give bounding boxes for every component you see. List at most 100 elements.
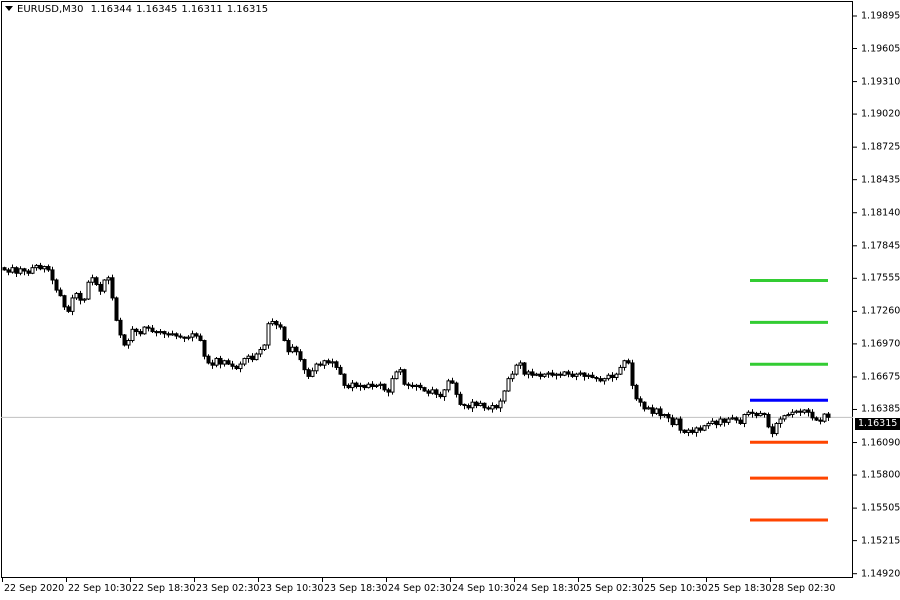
price-label: 1.17845 — [861, 240, 900, 252]
candle-body — [398, 369, 403, 373]
candle-body — [354, 382, 359, 387]
candle-body — [610, 374, 615, 379]
candle-body — [538, 373, 543, 377]
candle-body — [682, 429, 687, 433]
candle-body — [410, 384, 415, 387]
candle-body — [426, 390, 431, 394]
time-label: 25 Sep 10:30 — [644, 583, 708, 594]
time-label: 24 Sep 10:30 — [452, 583, 516, 594]
candle-body — [514, 364, 519, 375]
candle-body — [686, 429, 691, 433]
candle-body — [162, 331, 167, 335]
candle-body — [262, 344, 267, 350]
candle-body — [126, 340, 131, 346]
candle-body — [782, 415, 787, 420]
time-label: 28 Sep 02:30 — [772, 583, 836, 594]
candle-body — [330, 361, 335, 364]
candle-body — [622, 360, 627, 368]
candle-body — [778, 418, 783, 424]
price-label: 1.15505 — [861, 502, 900, 514]
candle-body — [250, 355, 255, 361]
candle-body — [618, 366, 623, 375]
candle-body — [106, 277, 111, 281]
candle-body — [690, 429, 695, 433]
candle-body — [170, 333, 175, 336]
candle-body — [154, 331, 159, 334]
candle-body — [342, 373, 347, 386]
candle-body — [626, 360, 631, 364]
candle-body — [166, 333, 171, 336]
price-label: 1.14920 — [861, 568, 900, 580]
candle-body — [286, 340, 291, 353]
candle-body — [130, 328, 135, 342]
candle-body — [310, 370, 315, 377]
candle-body — [370, 383, 375, 387]
candle-body — [386, 389, 391, 393]
candle-body — [434, 389, 439, 395]
candle-body — [246, 355, 251, 359]
candle-body — [558, 373, 563, 376]
candle-body — [738, 419, 743, 424]
candle-body — [418, 384, 423, 389]
price-label: 1.18725 — [861, 141, 900, 153]
candle-body — [698, 427, 703, 431]
price-label: 1.15800 — [861, 469, 900, 481]
candle-body — [198, 335, 203, 342]
candle-body — [706, 422, 711, 427]
candle-body — [794, 410, 799, 413]
candle-body — [798, 410, 803, 413]
candle-body — [670, 417, 675, 426]
candle-body — [46, 266, 51, 271]
candle-body — [378, 383, 383, 386]
candle-body — [598, 378, 603, 382]
candle-body — [742, 414, 747, 424]
candle-body — [226, 360, 231, 365]
candle-body — [666, 414, 671, 419]
candle-body — [486, 407, 491, 410]
candle-body — [530, 371, 535, 376]
candle-body — [90, 277, 95, 283]
time-label: 23 Sep 18:30 — [324, 583, 388, 594]
candle-body — [178, 335, 183, 338]
candle-body — [754, 412, 759, 417]
candle-body — [290, 346, 295, 353]
candle-body — [722, 418, 727, 423]
ohlc-low: 1.16311 — [181, 4, 223, 15]
candle-body — [146, 326, 151, 329]
candle-body — [498, 400, 503, 409]
price-label: 1.19020 — [861, 108, 900, 120]
time-label: 25 Sep 18:30 — [708, 583, 772, 594]
candle-body — [438, 393, 443, 398]
candle-body — [750, 411, 755, 414]
candle-body — [654, 408, 659, 414]
time-label: 22 Sep 2020 — [4, 583, 65, 594]
candle-body — [718, 418, 723, 426]
candle-body — [726, 418, 731, 423]
candle-body — [506, 378, 511, 392]
candle-body — [282, 326, 287, 342]
candle-body — [322, 360, 327, 366]
candle-body — [50, 269, 55, 281]
time-label: 23 Sep 10:30 — [260, 583, 324, 594]
candle-body — [218, 357, 223, 365]
chart-area[interactable] — [1, 1, 853, 578]
candle-body — [230, 363, 235, 367]
candle-body — [34, 264, 39, 269]
candle-body — [462, 403, 467, 407]
candle-body — [474, 401, 479, 407]
candle-body — [406, 383, 411, 386]
candle-body — [554, 373, 559, 376]
candle-body — [278, 324, 283, 328]
dropdown-triangle-icon[interactable] — [5, 6, 13, 11]
candle-body — [394, 371, 399, 380]
candle-body — [358, 384, 363, 387]
candle-body — [562, 371, 567, 376]
time-label: 22 Sep 10:30 — [68, 583, 132, 594]
candle-body — [118, 319, 123, 336]
candle-body — [454, 382, 459, 395]
candle-body — [294, 346, 299, 353]
candle-body — [6, 269, 11, 273]
price-label: 1.17555 — [861, 272, 900, 284]
